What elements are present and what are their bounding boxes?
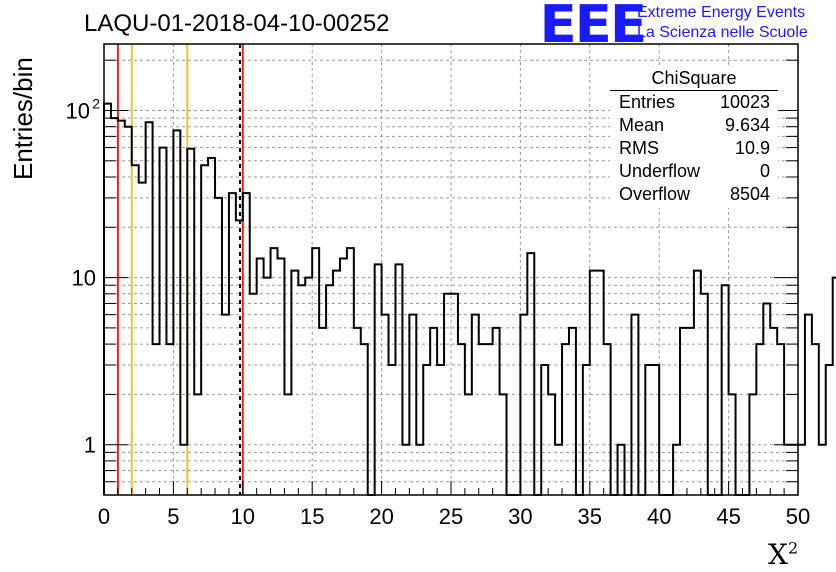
stats-value: 0: [759, 161, 770, 181]
x-axis-title: X2: [768, 538, 798, 571]
x-tick-label: 5: [167, 504, 179, 529]
chart-title: LAQU-01-2018-04-10-00252: [84, 10, 390, 37]
eee-logo: EEE: [539, 0, 647, 55]
x-tick-label: 20: [369, 504, 393, 529]
stats-row-entries: Entries 10023: [610, 91, 778, 114]
stats-label: Entries: [619, 92, 676, 112]
stats-value: 10.9: [734, 138, 770, 158]
x-tick-label: 15: [300, 504, 324, 529]
x-tick-label: 10: [231, 504, 255, 529]
stats-value: 9.634: [724, 115, 770, 135]
stats-row-overflow: Overflow 8504: [610, 183, 778, 206]
stats-value: 8504: [729, 184, 770, 204]
ticks-layer: [103, 59, 799, 496]
x-tick-label: 30: [508, 504, 532, 529]
stats-label: RMS: [619, 138, 659, 158]
logo-line-2: La Scienza nelle Scuole: [637, 24, 808, 41]
stats-box: ChiSquare Entries 10023 Mean 9.634 RMS 10.9…: [610, 66, 778, 208]
logo-line-1: Extreme Energy Events: [637, 4, 806, 21]
stats-label: Underflow: [619, 161, 701, 181]
y-tick-label: 1: [84, 433, 96, 458]
x-axis-title-sup: 2: [787, 538, 799, 558]
y-tick-label: 10: [72, 266, 96, 291]
x-tick-label: 40: [647, 504, 671, 529]
x-tick-label: 25: [439, 504, 463, 529]
y-tick-label: 10: [66, 98, 90, 123]
x-axis-title-main: X: [768, 538, 788, 571]
stats-value: 10023: [719, 92, 770, 112]
stats-label: Overflow: [619, 184, 691, 204]
x-tick-label: 45: [716, 504, 740, 529]
y-tick-label-exponent: 2: [92, 95, 100, 111]
stats-label: Mean: [619, 115, 665, 135]
stats-row-rms: RMS 10.9: [610, 137, 778, 160]
y-axis-title: Entries/bin: [8, 57, 38, 180]
x-tick-label: 50: [786, 504, 810, 529]
stats-title: ChiSquare: [610, 66, 778, 91]
stats-row-underflow: Underflow 0: [610, 160, 778, 183]
x-tick-label: 0: [98, 504, 110, 529]
x-tick-label: 35: [578, 504, 602, 529]
stats-row-mean: Mean 9.634: [610, 114, 778, 137]
